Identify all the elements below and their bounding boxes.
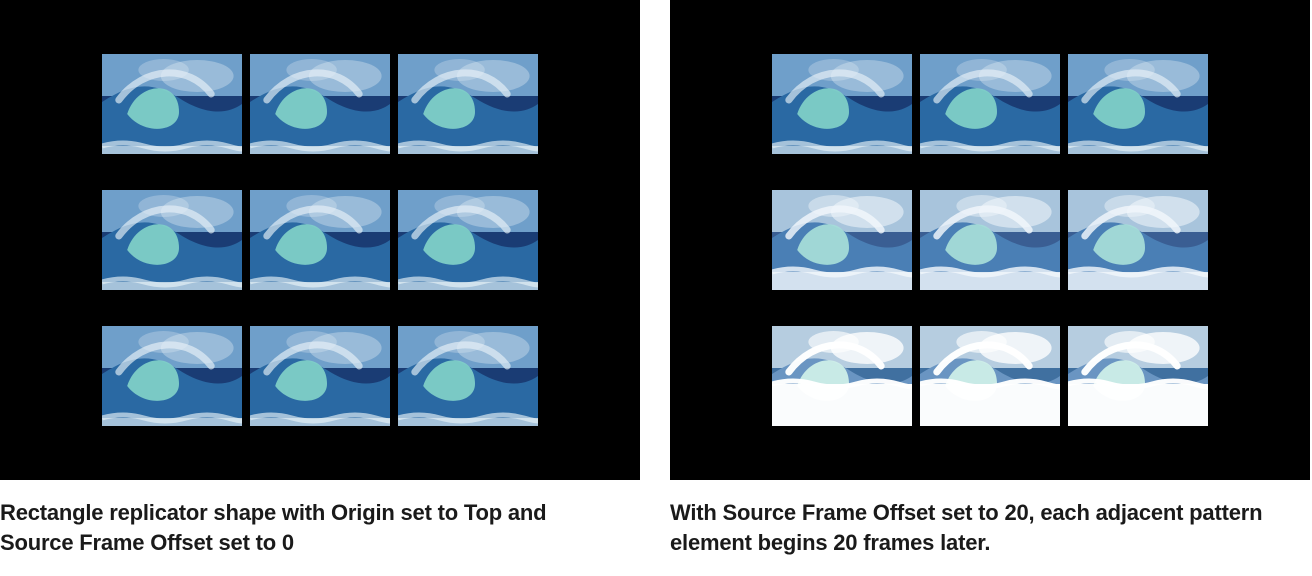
- comparison-wrapper: Rectangle replicator shape with Origin s…: [0, 0, 1312, 557]
- right-grid: [772, 54, 1208, 426]
- wave-thumbnail: [772, 54, 912, 154]
- wave-thumbnail: [250, 326, 390, 426]
- left-grid: [102, 54, 538, 426]
- left-caption: Rectangle replicator shape with Origin s…: [0, 498, 600, 557]
- wave-thumbnail: [250, 54, 390, 154]
- wave-thumbnail: [250, 190, 390, 290]
- wave-thumbnail: [398, 326, 538, 426]
- right-panel: With Source Frame Offset set to 20, each…: [670, 0, 1310, 557]
- wave-thumbnail: [102, 54, 242, 154]
- left-panel: Rectangle replicator shape with Origin s…: [0, 0, 640, 557]
- right-canvas: [670, 0, 1310, 480]
- wave-thumbnail: [920, 190, 1060, 290]
- wave-thumbnail: [102, 190, 242, 290]
- left-canvas: [0, 0, 640, 480]
- right-caption: With Source Frame Offset set to 20, each…: [670, 498, 1270, 557]
- wave-thumbnail: [1068, 190, 1208, 290]
- wave-thumbnail: [772, 190, 912, 290]
- wave-thumbnail: [398, 54, 538, 154]
- wave-thumbnail: [772, 326, 912, 426]
- wave-thumbnail: [920, 326, 1060, 426]
- wave-thumbnail: [920, 54, 1060, 154]
- wave-thumbnail: [398, 190, 538, 290]
- wave-thumbnail: [1068, 54, 1208, 154]
- wave-thumbnail: [1068, 326, 1208, 426]
- wave-thumbnail: [102, 326, 242, 426]
